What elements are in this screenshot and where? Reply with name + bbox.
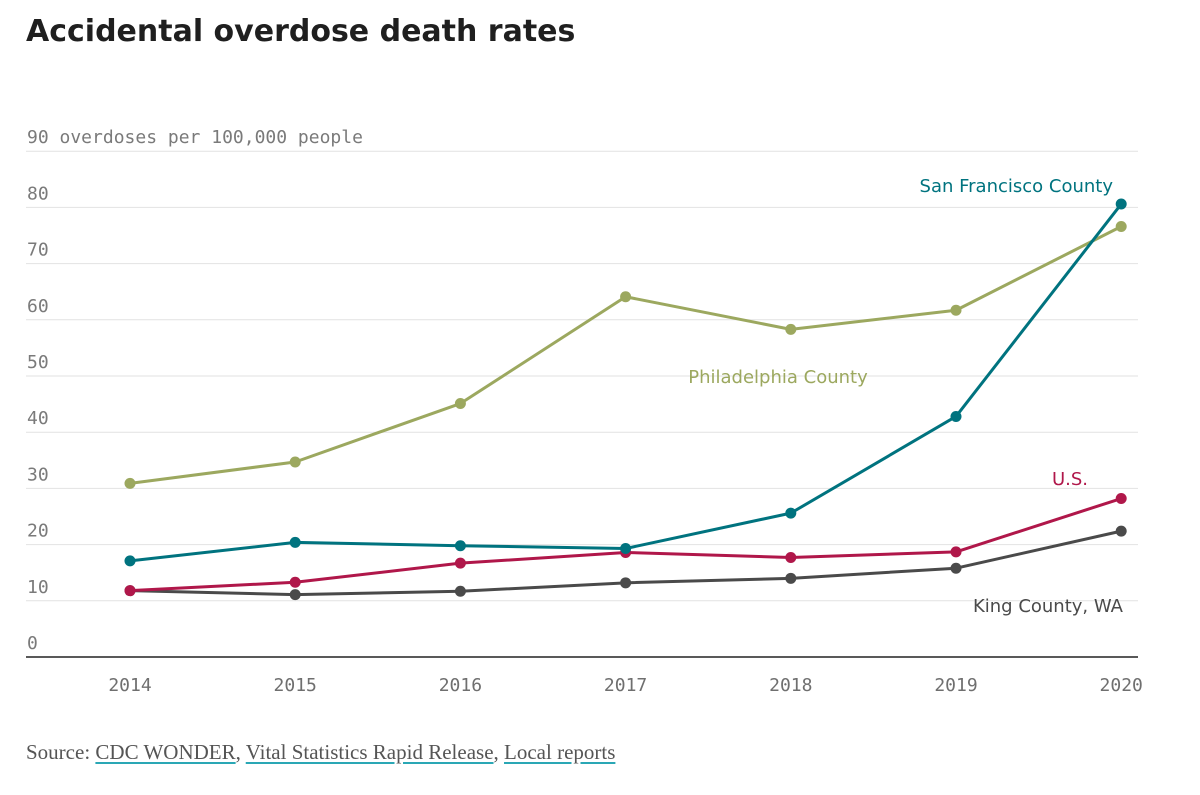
data-point-philadelphia-county-2016 (454, 398, 466, 410)
x-tick-label-2014: 2014 (108, 675, 151, 696)
data-point-u-s-2014 (124, 585, 136, 597)
data-point-u-s-2019 (950, 546, 962, 558)
data-point-san-francisco-county-2019 (950, 410, 962, 422)
data-point-king-county-wa-2019 (950, 562, 962, 574)
y-tick-label-70: 70 (27, 240, 49, 261)
chart-title: Accidental overdose death rates (26, 14, 576, 49)
data-point-san-francisco-county-2018 (785, 507, 797, 519)
y-tick-label-40: 40 (27, 408, 49, 429)
y-tick-label-30: 30 (27, 464, 49, 485)
y-tick-label-50: 50 (27, 352, 49, 373)
data-point-king-county-wa-2020 (1115, 525, 1127, 537)
source-link-cdc-wonder[interactable]: CDC WONDER (95, 740, 236, 764)
data-point-san-francisco-county-2017 (620, 543, 632, 555)
source-note: Source: CDC WONDER, Vital Statistics Rap… (26, 740, 616, 764)
data-point-king-county-wa-2016 (454, 585, 466, 597)
series-label-king-county-wa: King County, WA (973, 596, 1124, 617)
series-line-philadelphia-county (129, 225, 1122, 485)
data-point-san-francisco-county-2016 (454, 540, 466, 552)
data-point-san-francisco-county-2020 (1115, 198, 1127, 210)
x-tick-label-2016: 2016 (439, 675, 482, 696)
x-tick-label-2020: 2020 (1100, 675, 1143, 696)
series-label-san-francisco-county: San Francisco County (920, 176, 1114, 197)
series-line-san-francisco-county (129, 203, 1123, 563)
x-tick-label-2018: 2018 (769, 675, 812, 696)
y-tick-label-0: 0 (27, 633, 38, 654)
x-tick-label-2015: 2015 (274, 675, 317, 696)
y-tick-label-60: 60 (27, 296, 49, 317)
data-point-san-francisco-county-2015 (289, 536, 301, 548)
data-point-philadelphia-county-2020 (1115, 221, 1127, 233)
source-link-vital-statistics[interactable]: Vital Statistics Rapid Release (245, 740, 494, 764)
data-point-philadelphia-county-2015 (289, 456, 301, 468)
data-point-u-s-2020 (1115, 493, 1127, 505)
data-point-philadelphia-county-2018 (785, 323, 797, 335)
data-point-u-s-2016 (454, 557, 466, 569)
x-tick-label-2017: 2017 (604, 675, 647, 696)
y-tick-label-10: 10 (27, 577, 49, 598)
data-point-king-county-wa-2015 (289, 589, 301, 601)
data-point-u-s-2015 (289, 576, 301, 588)
series-label-philadelphia-county: Philadelphia County (688, 367, 868, 388)
y-tick-label-80: 80 (27, 183, 49, 204)
data-point-philadelphia-county-2019 (950, 304, 962, 316)
data-point-san-francisco-county-2014 (124, 555, 136, 567)
data-point-philadelphia-county-2014 (124, 477, 136, 489)
data-point-u-s-2018 (785, 552, 797, 564)
y-tick-label-90: 90 overdoses per 100,000 people (27, 127, 363, 148)
y-tick-label-20: 20 (27, 521, 49, 542)
data-point-king-county-wa-2017 (620, 577, 632, 589)
line-chart: 0 10 20 30 40 50 60 70 80 90 overdoses per 100,00… (26, 127, 1143, 696)
data-point-king-county-wa-2018 (785, 572, 797, 584)
data-point-philadelphia-county-2017 (620, 291, 632, 303)
source-prefix: Source: (26, 740, 96, 764)
x-tick-label-2019: 2019 (934, 675, 977, 696)
source-link-local-reports[interactable]: Local reports (504, 740, 616, 764)
series-label-u-s: U.S. (1052, 469, 1088, 490)
